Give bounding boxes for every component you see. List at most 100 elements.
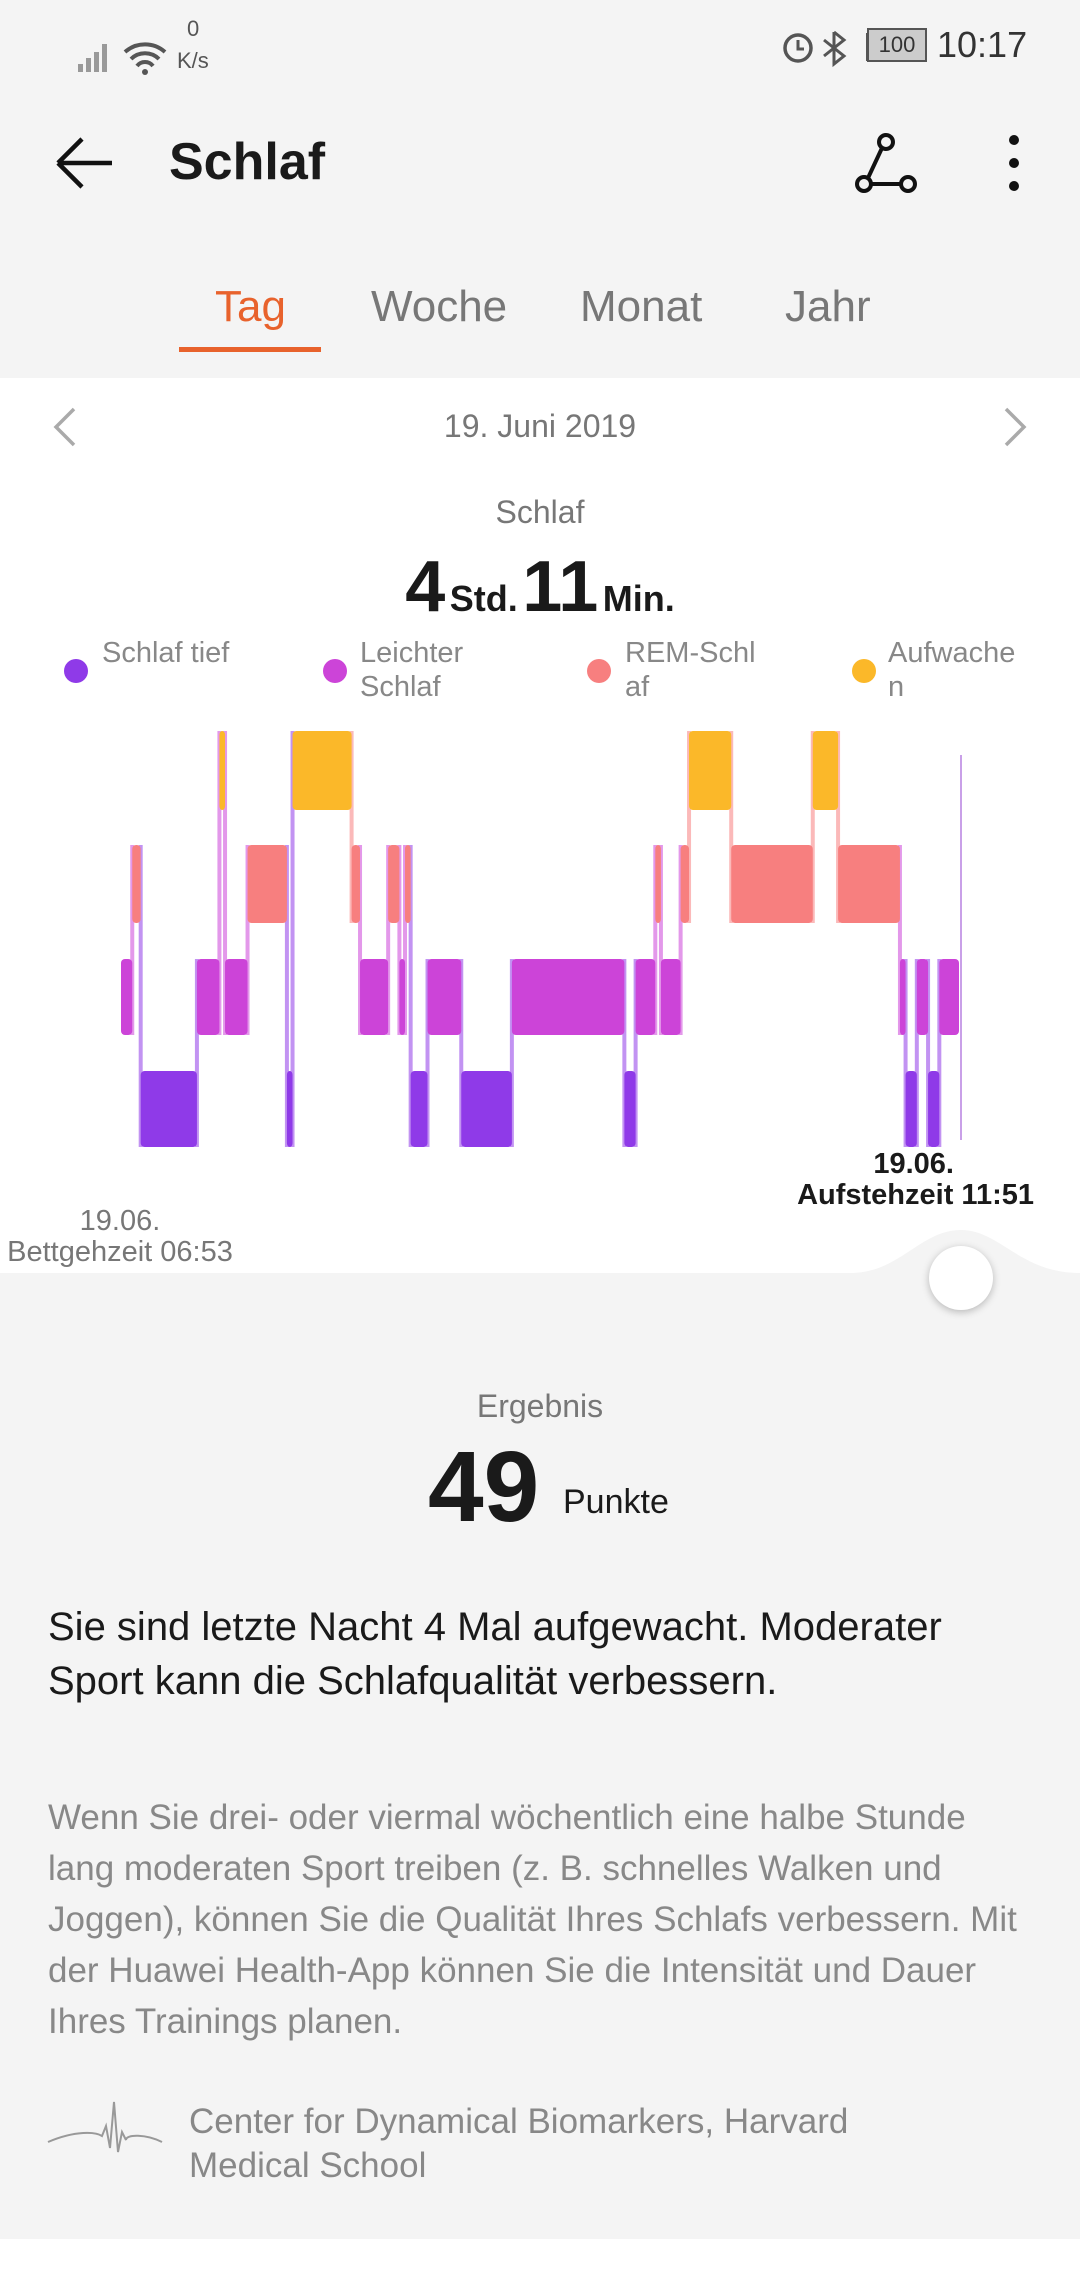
hours: 4 [405, 547, 446, 627]
net-unit: K/s [177, 48, 209, 73]
stage-transition [509, 959, 514, 1147]
page-title: Schlaf [169, 133, 326, 191]
legend-label: Leichter Schlaf [360, 637, 464, 703]
source-logo [47, 2101, 163, 2153]
legend-label: Schlaf tief [102, 637, 230, 669]
stage-transition [658, 845, 663, 1035]
sleep-stage-block [689, 731, 732, 810]
stage-transition [810, 731, 815, 923]
stage-transition [397, 845, 402, 1035]
stage-transition [729, 731, 734, 923]
stage-transition [836, 731, 841, 923]
sleep-stage-block [286, 1071, 293, 1147]
stage-transition [217, 731, 222, 1035]
start-label: Bettgehzeit 06:53 [7, 1236, 233, 1268]
end-date: 19.06. [873, 1148, 954, 1180]
time-slider[interactable] [929, 1246, 993, 1310]
sleep-stage-block [812, 731, 839, 810]
sleep-stage-block [360, 959, 389, 1035]
sleep-stage-block [939, 959, 959, 1035]
menu-button[interactable] [1000, 130, 1030, 200]
sleep-stage-block [405, 845, 411, 923]
start-time: 19.06. Bettgehzeit 06:53 [0, 1206, 240, 1268]
tab[interactable]: Monat [580, 282, 703, 331]
sleep-stage-block [928, 1071, 940, 1147]
hypnogram [121, 731, 1080, 1280]
legend-dot [587, 659, 611, 683]
tab[interactable]: Jahr [785, 282, 871, 331]
stage-transition [622, 959, 627, 1147]
sleep-stage-block [292, 731, 352, 810]
sleep-stage-block [660, 959, 681, 1035]
tab-indicator [179, 347, 321, 352]
stage-transition [678, 845, 683, 1035]
result-label: Ergebnis [476, 1388, 604, 1424]
sleep-stage-block [225, 959, 248, 1035]
sleep-duration: 4 Std. 11 Min. [0, 546, 1080, 628]
end-time: 19.06. Aufstehzeit 11:51 [0, 1149, 1034, 1211]
stage-transition [403, 845, 408, 1035]
minutes-unit: Min. [602, 578, 675, 619]
hours-unit: Std. [449, 578, 518, 619]
back-button[interactable] [50, 130, 120, 200]
sleep-stage-block [635, 959, 656, 1035]
next-day[interactable] [1000, 405, 1030, 449]
sleep-stage-block [511, 959, 625, 1035]
stage-transition [130, 845, 135, 1035]
legend-label: REM-Schlaf [625, 637, 756, 703]
prev-day[interactable] [50, 405, 80, 449]
legend-label: Aufwachen [888, 637, 1016, 703]
clock: 10:17 [937, 24, 1028, 65]
net-speed: 0 [187, 16, 200, 41]
end-label: Aufstehzeit 11:51 [797, 1179, 1034, 1211]
sleep-stage-block [247, 845, 287, 923]
summary-label: Schlaf [495, 494, 585, 530]
sleep-stage-block [655, 845, 661, 923]
stage-transition [194, 959, 199, 1147]
legend-dot [323, 659, 347, 683]
tab[interactable]: Woche [371, 282, 508, 331]
stage-transition [687, 731, 692, 923]
stage-transition [653, 845, 658, 1035]
sleep-stage-block [899, 959, 906, 1035]
sleep-stage-block [427, 959, 462, 1035]
sleep-stage-block [461, 1071, 512, 1147]
sleep-stage-block [351, 845, 361, 923]
stage-transition [897, 845, 902, 1035]
stage-transition [926, 959, 931, 1147]
stage-transition [633, 959, 638, 1147]
stage-transition [290, 731, 295, 1147]
start-date: 19.06. [79, 1205, 161, 1237]
sleep-stage-block [731, 845, 813, 923]
minutes: 11 [522, 547, 599, 627]
sleep-stage-block [838, 845, 900, 923]
stage-transition [459, 959, 464, 1147]
stage-transition [349, 731, 354, 923]
stage-transition [223, 731, 228, 1035]
sleep-stage-block [399, 959, 406, 1035]
tab[interactable]: Tag [215, 282, 286, 331]
sleep-stage-block [219, 731, 226, 810]
advice-title: Sie sind letzte Nacht 4 Mal aufgewacht. … [48, 1605, 942, 1703]
stage-transition [386, 845, 391, 1035]
status-icons [78, 42, 167, 75]
stage-transition [903, 959, 908, 1147]
stage-transition [245, 845, 250, 1035]
legend-dot [64, 659, 88, 683]
stage-transition [425, 959, 430, 1147]
bottom-strip [0, 2239, 1080, 2280]
stage-transition [358, 845, 363, 1035]
stage-transition [408, 845, 413, 1147]
score: 49 [428, 1431, 540, 1543]
sleep-stage-block [140, 1071, 197, 1147]
legend-dot [852, 659, 876, 683]
share-button[interactable] [852, 130, 922, 200]
stage-transition [284, 845, 289, 1147]
sleep-stage-block [196, 959, 220, 1035]
sleep-stage-block [132, 845, 141, 923]
sleep-stage-block [410, 1071, 428, 1147]
sleep-stage-block [905, 1071, 917, 1147]
sleep-stage-block [680, 845, 690, 923]
source: Center for Dynamical Biomarkers, Harvard… [189, 2102, 849, 2185]
